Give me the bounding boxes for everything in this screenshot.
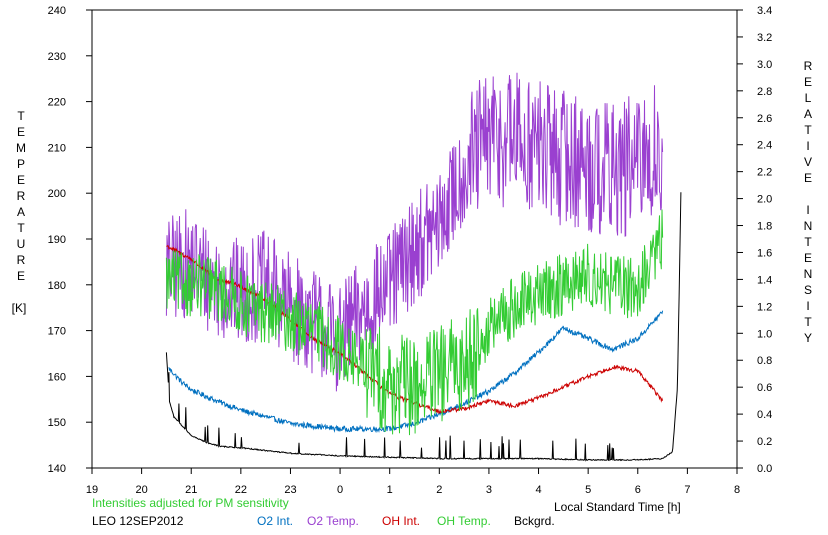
y-right-tick-label: 0.0 xyxy=(757,463,772,475)
x-axis-label: Local Standard Time [h] xyxy=(554,500,681,514)
left-axis-letter: E xyxy=(17,125,25,139)
y-right-tick-label: 1.0 xyxy=(757,328,772,340)
y-left-tick-label: 210 xyxy=(48,142,66,154)
y-left-tick-label: 190 xyxy=(48,234,66,246)
axes-layer xyxy=(86,9,743,474)
x-tick-label: 4 xyxy=(535,484,541,496)
x-tick-label: 19 xyxy=(86,484,98,496)
y-right-tick-label: 0.4 xyxy=(757,409,772,421)
x-tick-label: 20 xyxy=(135,484,147,496)
x-tick-label: 6 xyxy=(635,484,641,496)
right-axis-letter: T xyxy=(804,235,812,249)
x-tick-label: 7 xyxy=(684,484,690,496)
right-axis-letter: S xyxy=(804,283,812,297)
x-tick-label: 1 xyxy=(387,484,393,496)
left-axis-letter: U xyxy=(17,237,26,251)
y-left-tick-label: 160 xyxy=(48,371,66,383)
x-tick-label: 8 xyxy=(734,484,740,496)
right-axis-letter: L xyxy=(805,91,812,105)
x-tick-label: 0 xyxy=(337,484,343,496)
y-right-tick-label: 1.8 xyxy=(757,221,772,233)
series-line-oh-temp xyxy=(165,209,664,436)
x-tick-label: 23 xyxy=(284,484,296,496)
legend-entry: Bckgrd. xyxy=(514,514,555,528)
left-axis-letter: R xyxy=(17,189,26,203)
left-axis-letter: T xyxy=(17,109,25,123)
x-tick-label: 21 xyxy=(185,484,197,496)
y-left-tick-label: 220 xyxy=(48,97,66,109)
station-date: LEO 12SEP2012 xyxy=(92,514,184,528)
y-left-tick-label: 140 xyxy=(48,463,66,475)
note-sensitivity: Intensities adjusted for PM sensitivity xyxy=(92,496,289,510)
y-right-tick-label: 1.4 xyxy=(757,274,772,286)
y-left-tick-label: 240 xyxy=(48,5,66,17)
y-left-tick-label: 150 xyxy=(48,417,66,429)
labels-layer: 19 20 21 22 23 0 1 2 3 4 5 6 7 8140150160170180190200… xyxy=(12,5,813,496)
right-axis-letter: N xyxy=(804,219,813,233)
x-tick-label: 5 xyxy=(585,484,591,496)
right-axis-letter: T xyxy=(804,123,812,137)
y-right-tick-label: 1.2 xyxy=(757,301,772,313)
right-axis-letter: A xyxy=(804,107,812,121)
y-left-tick-label: 170 xyxy=(48,326,66,338)
y-right-tick-label: 2.8 xyxy=(757,86,772,98)
legend-entry: O2 Int. xyxy=(257,514,293,528)
right-axis-letter: Y xyxy=(804,331,812,345)
y-right-tick-label: 3.0 xyxy=(757,59,772,71)
right-axis-letter: E xyxy=(804,251,812,265)
left-axis-letter: A xyxy=(17,205,25,219)
legend-entry: O2 Temp. xyxy=(307,514,359,528)
x-tick-label: 2 xyxy=(436,484,442,496)
y-right-tick-label: 1.6 xyxy=(757,247,772,259)
series-line-bckgrd xyxy=(165,192,682,462)
y-right-tick-label: 2.2 xyxy=(757,167,772,179)
x-tick-label: 3 xyxy=(486,484,492,496)
left-axis-letter: T xyxy=(17,221,25,235)
y-left-tick-label: 230 xyxy=(48,51,66,63)
y-right-tick-label: 3.4 xyxy=(757,5,772,17)
y-right-tick-label: 0.6 xyxy=(757,382,772,394)
series-line-o2-int xyxy=(168,310,664,434)
legend: O2 Int. O2 Temp. OH Int. OH Temp. Bckgrd. xyxy=(257,514,555,528)
legend-entry: OH Temp. xyxy=(437,514,491,528)
left-axis-letter: E xyxy=(17,173,25,187)
left-axis-letter: M xyxy=(16,141,26,155)
y-right-tick-label: 2.6 xyxy=(757,113,772,125)
left-axis-letter: P xyxy=(17,157,25,171)
right-axis-letter: E xyxy=(804,171,812,185)
y-right-tick-label: 0.2 xyxy=(757,436,772,448)
right-axis-letter: I xyxy=(806,203,809,217)
right-axis-letter: E xyxy=(804,75,812,89)
right-axis-letter: V xyxy=(804,155,812,169)
left-axis-unit: [K] xyxy=(12,301,27,315)
legend-entry: OH Int. xyxy=(382,514,420,528)
right-axis-letter: N xyxy=(804,267,813,281)
left-axis-letter: R xyxy=(17,253,26,267)
y-right-tick-label: 2.0 xyxy=(757,194,772,206)
y-left-tick-label: 200 xyxy=(48,188,66,200)
left-axis-letter: E xyxy=(17,269,25,283)
right-axis-letter: I xyxy=(806,299,809,313)
y-right-tick-label: 2.4 xyxy=(757,140,772,152)
y-right-tick-label: 0.8 xyxy=(757,355,772,367)
right-axis-letter: R xyxy=(804,59,813,73)
series-layer xyxy=(165,72,682,462)
y-left-tick-label: 180 xyxy=(48,280,66,292)
y-right-tick-label: 3.2 xyxy=(757,32,772,44)
right-axis-letter: T xyxy=(804,315,812,329)
right-axis-letter: I xyxy=(806,139,809,153)
x-tick-label: 22 xyxy=(235,484,247,496)
